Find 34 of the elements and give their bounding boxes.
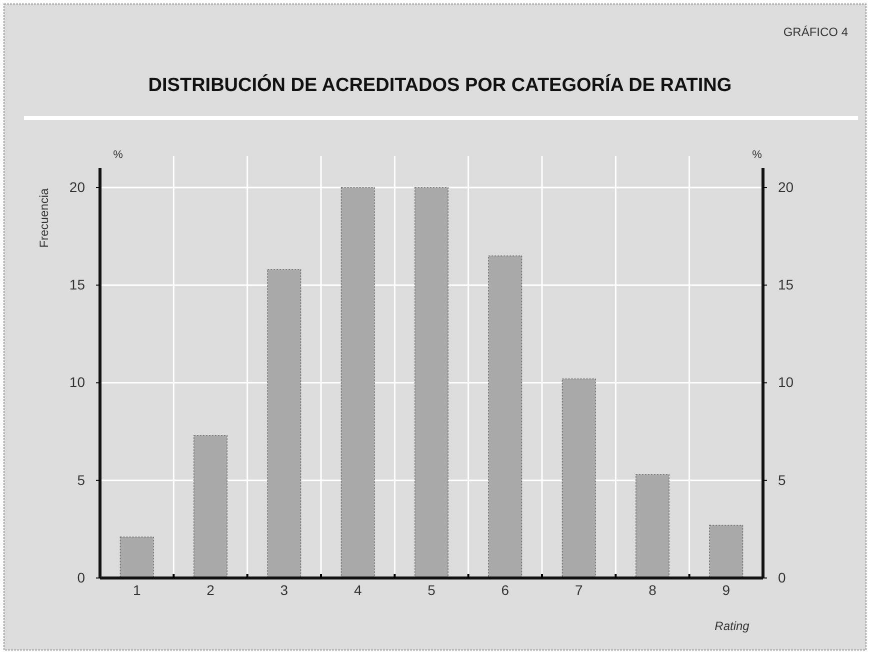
y2-tick-label: 10 [778, 374, 794, 390]
y2-tick-label: 20 [778, 179, 794, 196]
x-tick-label: 2 [206, 582, 215, 598]
bar [267, 269, 302, 578]
text: GRÁFICO 4 [783, 25, 848, 39]
x-tick-label: 7 [574, 582, 583, 598]
bar [120, 536, 154, 578]
x-tick-label: 9 [722, 582, 730, 598]
y2-tick-label: 0 [778, 569, 786, 586]
bar [709, 524, 744, 578]
chart-title: DISTRIBUCIÓN DE ACREDITADOS POR CATEGORÍA DE RATING [148, 74, 732, 96]
bar [414, 187, 448, 578]
y2-tick-label: 5 [778, 472, 786, 488]
y-tick-label: 0 [77, 569, 86, 586]
bar [562, 378, 596, 578]
y-axis-title: Frecuencia [37, 188, 51, 248]
y2-tick-label: 15 [778, 276, 794, 293]
bar [194, 435, 228, 578]
x-axis-title: Rating [714, 619, 750, 633]
x-tick-label: 4 [354, 582, 362, 598]
x-tick-label: 6 [501, 582, 510, 598]
y2-axis-title: % [752, 149, 762, 161]
x-tick-label: 8 [648, 582, 657, 598]
y-tick-label: 10 [69, 374, 86, 390]
y-tick-label: 20 [69, 179, 86, 196]
x-tick-label: 5 [428, 582, 436, 598]
text: % [113, 149, 124, 161]
bar [340, 187, 375, 578]
y-tick-label: 5 [77, 472, 86, 488]
y-tick-label: 15 [69, 276, 86, 293]
x-tick-label: 3 [280, 582, 288, 598]
x-tick-label: 1 [132, 582, 141, 598]
bar [488, 255, 522, 578]
bar [636, 474, 670, 578]
